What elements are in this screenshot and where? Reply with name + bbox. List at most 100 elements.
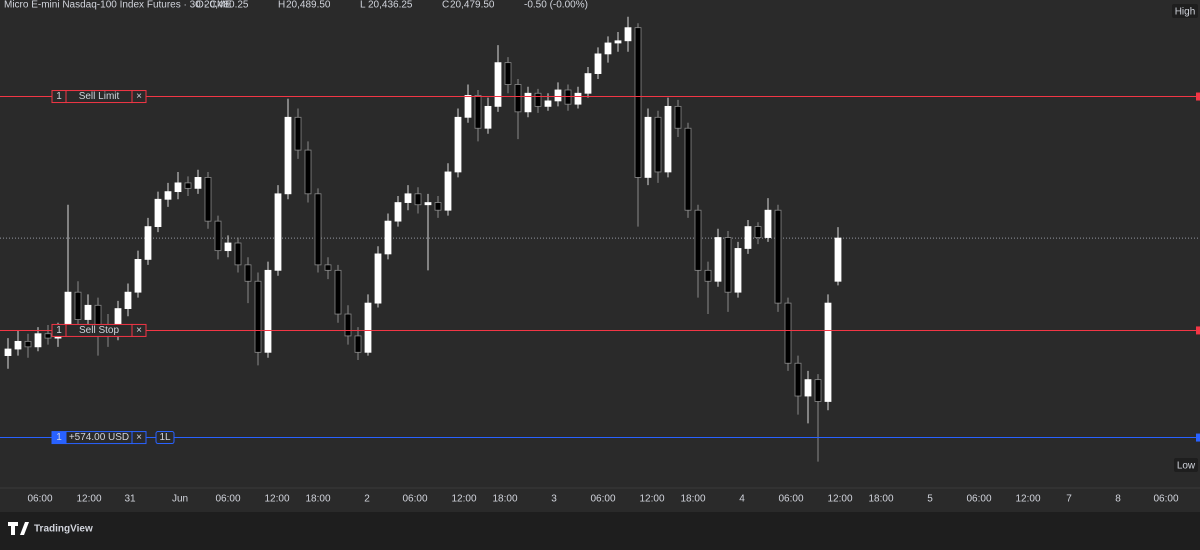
candle-body [384,220,392,255]
ohlc-value: 20,479.50 [450,0,495,11]
candle-body [774,209,782,304]
order-label[interactable]: 1 Sell Limit × [51,90,147,104]
candle-body [504,62,512,85]
candle-body [84,304,92,320]
x-tick-label: 12:00 [264,494,289,505]
candle-body [314,193,322,266]
order-close: × [136,325,142,336]
x-tick-label: 18:00 [492,494,517,505]
candle-body [604,42,612,55]
candle-body [664,105,672,173]
order-close: × [136,91,142,102]
candle-body [414,193,422,206]
x-tick-label: 5 [927,494,933,505]
candle-body [544,100,552,107]
order-text: +574.00 USD [69,432,129,443]
ohlc-value: 20,436.25 [368,0,413,11]
candle-body [324,264,332,271]
x-tick-label: 18:00 [680,494,705,505]
ohlc: O 20,480.25 H 20,489.50 L 20,436.25 C 20,479.50 [196,0,495,11]
low-box [1174,458,1198,472]
x-tick-label: 06:00 [27,494,52,505]
x-tick-label: Jun [172,494,188,505]
chart-background [0,0,1200,512]
x-tick-label: 18:00 [305,494,330,505]
candle-body [714,237,722,282]
x-tick-label: 12:00 [76,494,101,505]
candle-body [214,220,222,252]
order-close-box [131,431,147,445]
candle-body [534,92,542,107]
candle-body [624,27,632,42]
candle-body [694,209,702,271]
x-tick-label: 06:00 [1153,494,1178,505]
order-label[interactable]: 1 +574.00 USD × 1L [51,431,175,445]
position-extra: 1L [159,432,171,443]
candle-body [434,202,442,211]
ohlc-value: 20,480.25 [204,0,249,11]
ohlc-value: 20,489.50 [286,0,331,11]
candle-body [254,280,262,353]
order-axis-marker [1196,326,1200,335]
candle-body [744,226,752,249]
candle-body [124,291,132,309]
x-tick-label: 8 [1115,494,1121,505]
candle-body [574,92,582,105]
candle-body [514,84,522,113]
candle-body [754,226,762,238]
candle-body [244,264,252,282]
candle-body [184,182,192,189]
candle-body [354,335,362,353]
logo: TradingView [8,522,93,535]
candle-body [44,333,52,339]
x-tick-label: 7 [1066,494,1072,505]
order-qty: 1 [56,432,62,443]
brand: TradingView [34,524,93,535]
candle-body [734,248,742,293]
plot: 1 Sell Limit × 1 Sell Stop × 1 +574.00 USD × 1L [0,16,1200,462]
candle-body [94,304,102,326]
order-close-box [131,90,147,104]
x-tick-label: 2 [364,494,370,505]
candle-body [584,73,592,94]
candle-body [14,340,22,350]
candle-body [464,95,472,118]
candle-body [454,116,462,173]
candle-body [634,27,642,178]
candle-body [284,116,292,195]
ohlc-key: C [442,0,449,11]
x-tick-label: 12:00 [1015,494,1040,505]
order-close-box [131,323,147,337]
candle-body [394,202,402,222]
candle-body [4,348,12,356]
candle-body [704,269,712,282]
candle-body [654,116,662,173]
candle-body [274,193,282,271]
ohlc-key: H [278,0,285,11]
high-box [1172,4,1198,18]
candle-body [344,313,352,337]
order-close: × [136,432,142,443]
candle-body [644,116,652,178]
candle-body [74,291,82,320]
candle-body [144,226,152,260]
x-tick-label: 3 [551,494,557,505]
x-tick-label: 18:00 [868,494,893,505]
candle-body [164,191,172,200]
order-text: Sell Limit [79,91,120,102]
ohlc-key: O [196,0,204,11]
candle-body [684,127,692,211]
candle-body [224,242,232,252]
x-tick-label: 06:00 [402,494,427,505]
order-axis-marker [1196,433,1200,442]
ohlc-key: L [360,0,366,11]
candle-body [194,177,202,189]
order-label[interactable]: 1 Sell Stop × [51,323,147,337]
candle-body [594,53,602,74]
candle-body [724,237,732,293]
candle-body [834,237,842,282]
candle-body [794,362,802,397]
candle-body [404,193,412,203]
logo-icon [8,522,29,535]
candle-body [814,379,822,402]
